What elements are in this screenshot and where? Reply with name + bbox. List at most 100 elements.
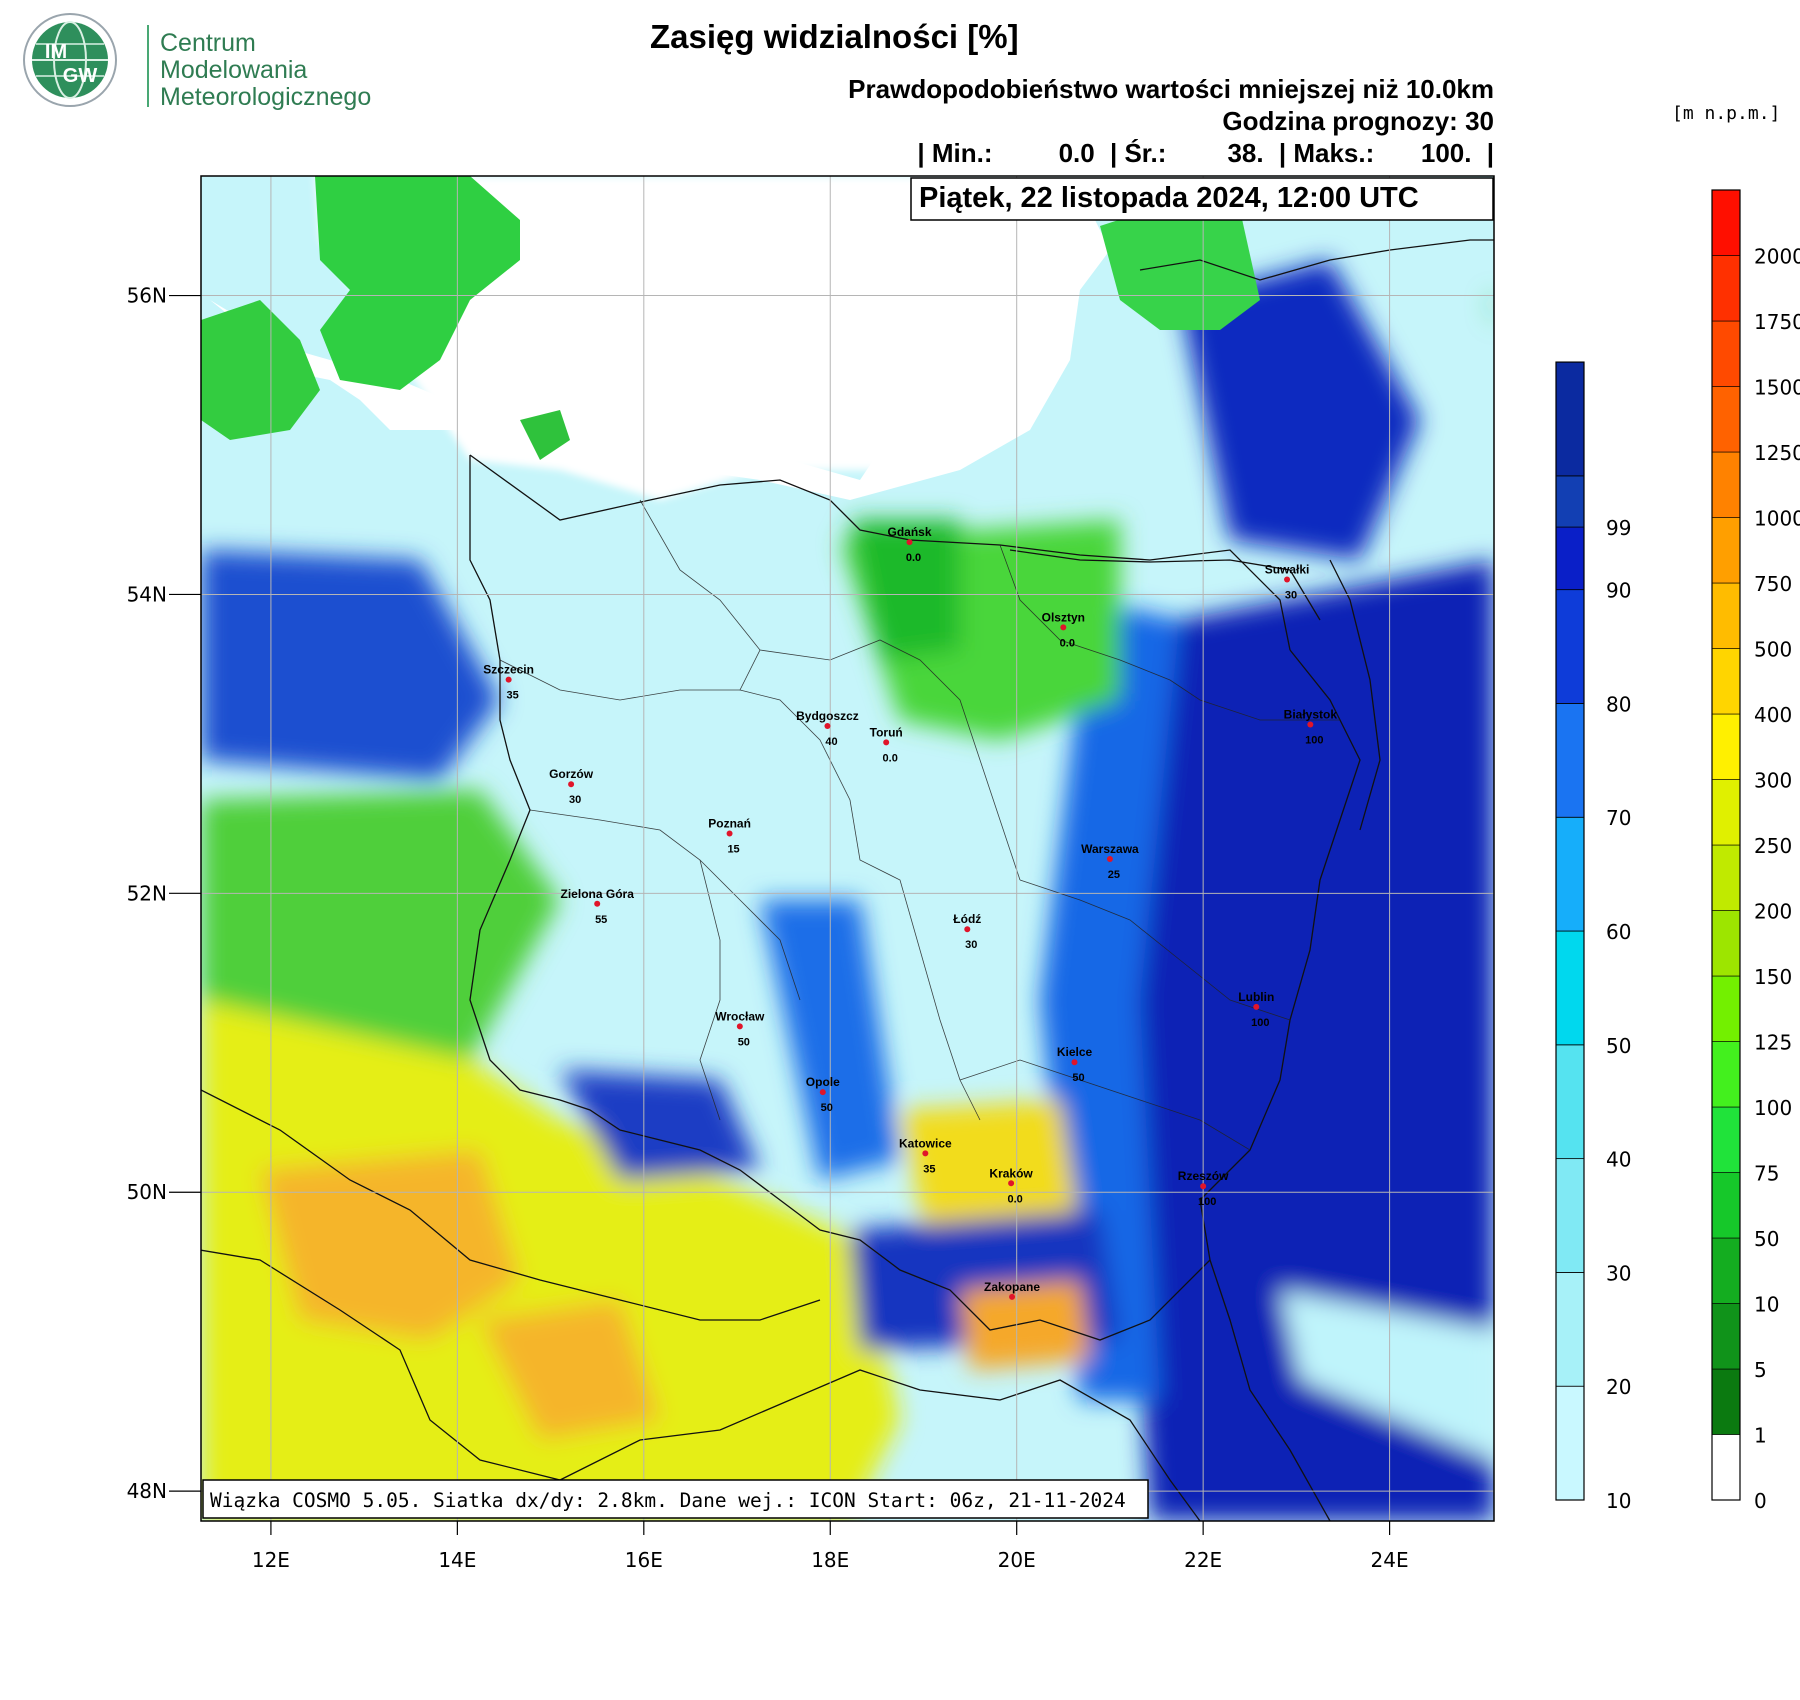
voiv-line-4 [499,659,740,701]
elevation-label: 100 [1754,1096,1792,1120]
voivodeship-borders [499,499,1340,1151]
city-value: 0.0 [906,552,921,564]
elevation-label: 125 [1754,1031,1792,1055]
elevation-label: 150 [1754,965,1792,989]
city-marker: Szczecin 35 [483,663,534,702]
city-marker: Olsztyn 0.0 [1042,610,1085,649]
city-marker: Suwałki 30 [1265,563,1310,602]
lon-tick-label: 12E [252,1548,290,1572]
logo-separator [147,25,149,107]
elevation-swatch [1711,582,1741,649]
footer-label: Wiązka COSMO 5.05. Siatka dx/dy: 2.8km. … [210,1489,1126,1512]
probability-label: 20 [1606,1375,1631,1399]
city-value: 0.0 [883,752,898,764]
lat-tick-label: 56N [127,284,167,308]
stats-max-value: 100. [1420,138,1472,168]
voiv-line-8 [699,859,721,1121]
lat-tick-label: 52N [127,881,167,905]
city-name: Kielce [1057,1045,1093,1059]
city-marker: Wrocław 50 [715,1009,765,1048]
field-green-lithuania [1490,290,1494,330]
lon-tick-label: 16E [625,1548,663,1572]
city-marker: Zielona Góra 55 [561,887,635,926]
elevation-swatch [1711,451,1741,518]
elevation-label: 500 [1754,638,1792,662]
stats-max-label: | Maks.: [1278,138,1375,168]
elevation-swatch [1711,1434,1741,1501]
city-marker: Gorzów 30 [549,767,594,806]
bornholm-land [520,410,570,460]
city-name: Szczecin [483,663,534,677]
probability-swatch [1555,816,1585,932]
elevation-label: 0 [1754,1489,1767,1513]
elevation-swatch [1711,648,1741,715]
elevation-label: 50 [1754,1227,1779,1251]
city-name: Zakopane [984,1280,1040,1294]
border-west-south [469,455,1211,1341]
elevation-label: 2000 [1754,245,1800,269]
stats-line: | Min.: 0.0 | Śr.: 38. | Maks.: 100. | [917,138,1494,169]
stats-end: | [1486,138,1494,168]
city-marker: Toruń 0.0 [870,725,903,764]
elevation-label: 1250 [1754,441,1800,465]
field-blue-northeast [1180,260,1420,560]
field-orange-south [260,1150,520,1340]
elevation-legend: 0 1 5 10 50 75 100 125 150 200 250 300 400 500 750 1000… [1711,189,1800,1513]
elevation-swatch [1711,386,1741,453]
city-name: Poznań [708,817,751,831]
elevation-swatch [1711,1368,1741,1435]
probability-swatch [1555,1272,1585,1387]
field-blue-west [201,550,500,780]
city-marker: Bydgoszcz 40 [796,709,859,748]
voiv-line-1 [639,499,981,1121]
elevation-swatch [1711,910,1741,977]
field-deep-blue-east [1120,560,1494,1521]
city-name: Opole [806,1075,840,1089]
city-value: 50 [821,1102,833,1114]
probability-legend-frame [1555,361,1585,1501]
city-value: 30 [1285,590,1297,602]
border-slovakia-hungary [201,1249,1201,1521]
elevation-label: 75 [1754,1162,1779,1186]
lon-tick-label: 14E [438,1548,476,1572]
city-dot [824,722,831,729]
city-name: Gorzów [549,767,594,781]
imgw-globe-icon: IM GW [23,13,117,107]
date-box: Piątek, 22 listopada 2024, 12:00 UTC [910,177,1494,221]
chart-subtitle: Prawdopodobieństwo wartości mniejszej ni… [848,74,1494,104]
elevation-label: 200 [1754,900,1792,924]
logo-org-line-1: Centrum [160,29,256,57]
border-ukraine [1209,1259,1331,1521]
elevation-swatch [1711,1041,1741,1108]
map-axis-ticks: 12E 14E 16E 18E 20E 22E 24E 56N 54N 52N 50N 48N [127,284,1409,1572]
city-name: Kraków [989,1166,1033,1180]
city-marker: Warszawa 25 [1081,842,1139,881]
probability-label: 99 [1606,516,1631,540]
stats-min-value: 0.0 [1058,138,1095,168]
city-marker: Białystok 100 [1284,707,1338,746]
city-marker: Poznań 15 [708,817,751,856]
voiv-line-2 [759,639,1021,881]
city-dot [1106,855,1113,862]
elevation-swatch [1711,779,1741,846]
city-marker: Gdańsk 0.0 [887,525,931,564]
map-field-layer [201,176,1494,1521]
city-markers: Gdańsk 0.0 Suwałki 30 Olsztyn 0.0 Szczecin 35 Bi… [483,525,1337,1300]
elevation-label: 10 [1754,1293,1779,1317]
elevation-swatch [1711,189,1741,256]
map-frame [200,175,1495,1522]
stats-mean-value: 38. [1227,138,1264,168]
probability-swatch [1555,475,1585,528]
field-blue-sudety [560,1070,760,1180]
city-value: 35 [507,690,519,702]
city-marker: Katowice 35 [899,1136,952,1175]
city-dot [1009,1293,1016,1300]
city-value: 50 [738,1036,750,1048]
city-marker: Zakopane [984,1280,1040,1300]
logo-org-name: Centrum Modelowania Meteorologicznego [160,30,371,111]
logo-badge-line2: GW [63,65,98,87]
city-dot [1284,576,1291,583]
probability-label: 90 [1606,579,1631,603]
field-orange-south-2 [480,1300,660,1440]
